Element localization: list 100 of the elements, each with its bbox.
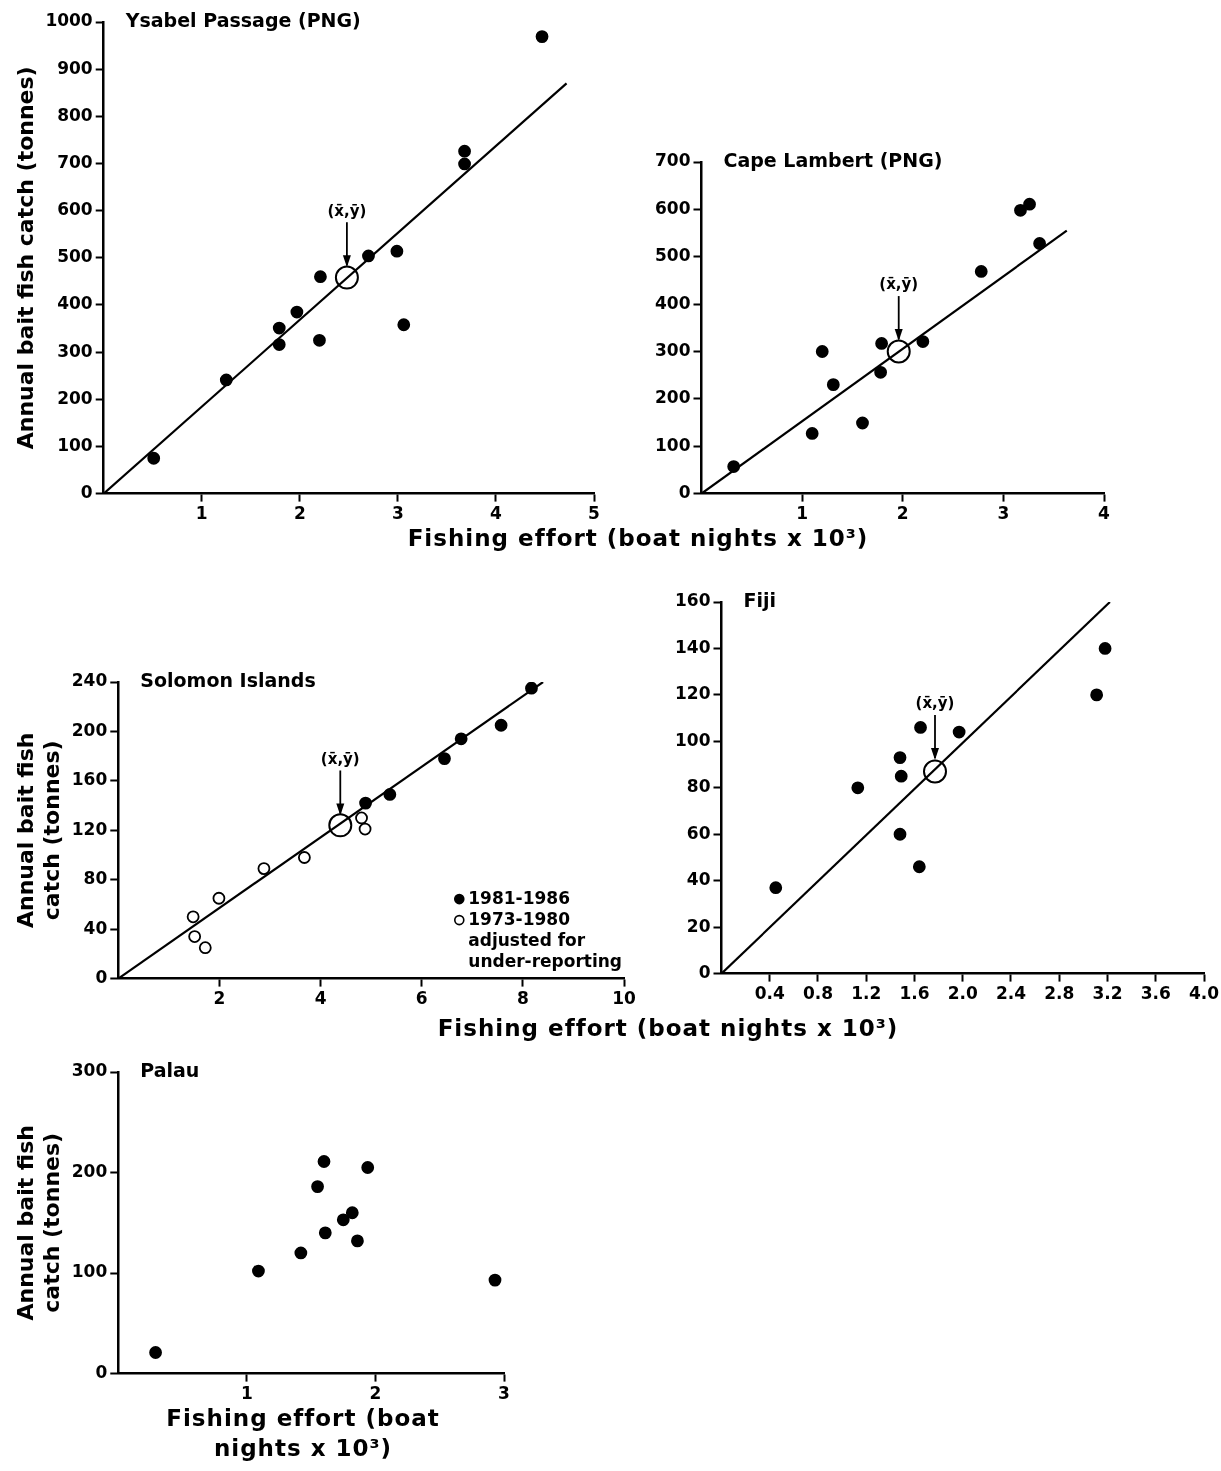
y-tick-label: 0 <box>95 967 108 988</box>
point <box>390 244 404 258</box>
y-tick-label: 200 <box>654 387 691 408</box>
annotation: (x̄,ȳ) <box>327 201 367 220</box>
y-tick-label: 120 <box>674 683 711 704</box>
point <box>362 249 375 263</box>
x-tick-label: 4 <box>314 988 327 1009</box>
y-tick-label: 80 <box>686 776 711 797</box>
point <box>212 891 226 905</box>
point <box>188 930 202 943</box>
x-tick-label: 1 <box>195 503 208 524</box>
point <box>336 1213 350 1227</box>
y-tick-label: 600 <box>654 197 691 218</box>
x-tick-label: 2.8 <box>1044 983 1075 1004</box>
y-tick-label: 700 <box>57 151 93 172</box>
x-tick-label: 4 <box>490 503 503 524</box>
point <box>727 460 741 473</box>
chart-title: Cape Lambert (PNG) <box>723 148 943 171</box>
point <box>147 451 161 465</box>
y-tick-label: 400 <box>57 293 93 314</box>
chart-title: Palau <box>140 1058 200 1081</box>
point <box>294 1246 308 1260</box>
point <box>893 827 907 841</box>
y-tick-label: 500 <box>654 245 691 266</box>
point <box>149 1346 162 1359</box>
point <box>769 881 783 895</box>
point <box>359 796 372 810</box>
x-tick-label: 8 <box>516 988 529 1009</box>
x-axis-title: Fishing effort (boat nights x 10³) <box>165 1404 441 1463</box>
y-tick-label: 40 <box>686 869 711 890</box>
point <box>397 318 411 332</box>
y-tick-label: 0 <box>80 482 93 503</box>
point <box>916 335 930 348</box>
y-tick-label: 80 <box>83 868 108 889</box>
point <box>1033 237 1046 250</box>
x-tick-label: 0.8 <box>802 983 834 1004</box>
y-tick-label: 400 <box>654 292 691 313</box>
annotation: (x̄,ȳ) <box>320 749 360 768</box>
annotation: (x̄,ȳ) <box>879 275 919 294</box>
point <box>198 941 212 955</box>
point <box>458 144 471 158</box>
point <box>458 157 471 171</box>
y-tick-label: 600 <box>57 199 93 220</box>
y-tick-label: 100 <box>71 1261 108 1282</box>
legend-label: 1973-1980 adjusted for under-reporting <box>468 908 622 971</box>
y-tick-label: 200 <box>71 1160 108 1181</box>
point <box>952 725 966 739</box>
x-tick-label: 5 <box>588 503 600 524</box>
y-tick-label: 20 <box>686 915 711 936</box>
chart-title: Solomon Islands <box>140 668 316 691</box>
y-tick-label: 240 <box>71 670 108 691</box>
x-tick-label: 1.6 <box>899 983 930 1004</box>
y-tick-label: 0 <box>95 1362 108 1383</box>
point <box>851 781 865 795</box>
y-tick-label: 120 <box>71 818 108 839</box>
point <box>257 862 271 876</box>
point <box>874 365 888 379</box>
y-tick-label: 800 <box>57 104 93 125</box>
point <box>290 305 304 319</box>
point <box>974 265 988 278</box>
x-axis-title: Fishing effort (boat nights x 10³) <box>406 524 870 553</box>
point <box>438 752 451 766</box>
y-axis-title: Annual bait fish catch (tonnes) <box>12 66 38 450</box>
x-axis-title: Fishing effort (boat nights x 10³) <box>436 1014 900 1043</box>
y-axis-title: Annual bait fish catch (tonnes) <box>12 732 65 929</box>
point <box>494 718 508 732</box>
point <box>535 30 549 44</box>
point <box>525 682 538 695</box>
y-tick-label: 100 <box>57 434 93 455</box>
y-tick-label: 40 <box>83 917 108 938</box>
x-tick-label: 2 <box>369 1383 382 1404</box>
x-tick-label: 0.4 <box>754 983 785 1004</box>
y-tick-label: 900 <box>57 57 93 78</box>
x-tick-label: 3.6 <box>1140 983 1171 1004</box>
y-tick-label: 140 <box>674 636 711 657</box>
point <box>894 769 908 783</box>
point <box>358 822 372 836</box>
point <box>1014 203 1027 217</box>
y-tick-label: 100 <box>674 729 711 750</box>
point <box>351 1234 364 1248</box>
x-tick-label: 1 <box>240 1383 253 1404</box>
point <box>383 788 397 801</box>
x-tick-label: 10 <box>612 988 636 1009</box>
x-tick-label: 4 <box>1098 503 1111 524</box>
x-tick-label: 6 <box>415 988 428 1009</box>
point <box>826 378 840 392</box>
y-axis-title: Annual bait fish catch (tonnes) <box>12 1125 65 1321</box>
x-tick-label: 1 <box>796 503 809 524</box>
y-tick-label: 60 <box>686 822 711 843</box>
y-tick-label: 200 <box>57 387 93 408</box>
y-tick-label: 300 <box>71 1060 108 1081</box>
point <box>361 1161 375 1174</box>
point <box>186 910 200 924</box>
point <box>345 1206 359 1220</box>
point <box>454 732 468 746</box>
annotation: (x̄,ȳ) <box>915 694 955 713</box>
point <box>1090 688 1104 702</box>
y-tick-label: 100 <box>654 434 691 455</box>
point <box>1098 642 1112 655</box>
x-tick-label: 4.0 <box>1188 983 1220 1004</box>
